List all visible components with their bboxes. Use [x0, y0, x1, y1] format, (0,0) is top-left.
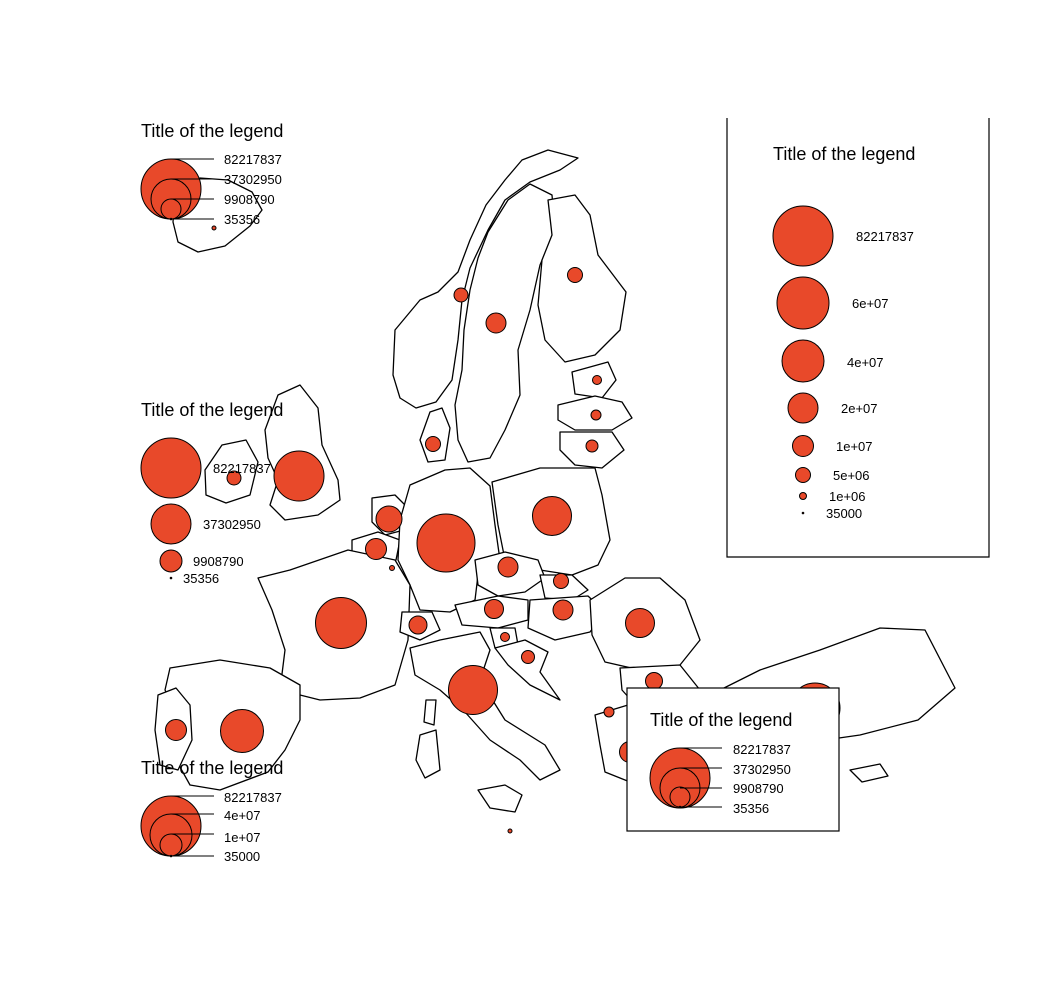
legend-value: 35000 — [224, 849, 260, 864]
bubble-slovakia — [553, 573, 569, 589]
bubble-czechia — [497, 556, 519, 578]
bubble-romania — [625, 608, 655, 638]
legend-title: Title of the legend — [141, 121, 283, 141]
bubble-estonia — [592, 375, 602, 385]
bubble-latvia — [590, 409, 602, 421]
bubble-montenegro — [603, 706, 615, 718]
bubble-france — [315, 597, 367, 649]
legend-circle — [801, 511, 805, 515]
bubble-portugal — [165, 719, 187, 741]
legend-value: 35356 — [224, 212, 260, 227]
bubble-belgium — [365, 538, 387, 560]
bubble-ireland — [226, 470, 242, 486]
legend-title: Title of the legend — [650, 710, 792, 730]
bubble-sweden — [485, 312, 507, 334]
norway-shape — [392, 149, 579, 409]
legend-value: 5e+06 — [833, 468, 870, 483]
legend-circle — [140, 437, 202, 499]
croatia-shape — [494, 639, 561, 701]
legend-top-left: Title of the legend 82217837 37302950 99… — [140, 121, 283, 227]
bubble-poland — [532, 496, 572, 536]
legend-title: Title of the legend — [141, 400, 283, 420]
sicily-shape — [477, 784, 523, 813]
legend-value: 82217837 — [856, 229, 914, 244]
legend-circle — [669, 786, 691, 808]
legend-circle — [159, 833, 183, 857]
legend-circle — [776, 276, 830, 330]
legend-value: 2e+07 — [841, 401, 878, 416]
legend-value: 82217837 — [224, 790, 282, 805]
legend-value: 9908790 — [224, 192, 275, 207]
legend-value: 1e+07 — [836, 439, 873, 454]
legend-circle — [799, 492, 807, 500]
legend-value: 35000 — [826, 506, 862, 521]
bubble-uk — [273, 450, 325, 502]
legend-value: 1e+07 — [224, 830, 261, 845]
legend-bottom-right-box: Title of the legend 82217837 37302950 99… — [626, 687, 840, 832]
bubble-finland — [567, 267, 583, 283]
bubble-lithuania — [585, 439, 599, 453]
legend-value: 35356 — [733, 801, 769, 816]
legend-circle — [787, 392, 819, 424]
bubble-iceland — [211, 225, 217, 231]
legend-circle — [169, 576, 173, 580]
legend-value: 4e+07 — [847, 355, 884, 370]
bubble-hungary — [552, 599, 574, 621]
legend-value: 4e+07 — [224, 808, 261, 823]
legend-title: Title of the legend — [141, 758, 283, 778]
bubble-denmark — [425, 436, 441, 452]
legend-value: 6e+07 — [852, 296, 889, 311]
legend-value: 9908790 — [193, 554, 244, 569]
bubble-luxembourg — [389, 565, 395, 571]
legend-right-box: Title of the legend 82217837 6e+07 4e+07… — [726, 118, 990, 558]
legend-value: 37302950 — [733, 762, 791, 777]
denmark-shape — [419, 407, 451, 463]
legend-value: 82217837 — [213, 461, 271, 476]
legend-value: 37302950 — [203, 517, 261, 532]
bubble-germany — [416, 513, 476, 573]
legend-value: 35356 — [183, 571, 219, 586]
bubble-spain — [220, 709, 264, 753]
sardinia-shape — [415, 729, 441, 779]
bubble-italy — [448, 665, 498, 715]
legend-value: 82217837 — [733, 742, 791, 757]
bubble-malta — [507, 828, 513, 834]
bubble-netherlands — [375, 505, 403, 533]
legend-circle — [150, 503, 192, 545]
bubble-norway — [453, 287, 469, 303]
legend-value: 1e+06 — [829, 489, 866, 504]
legend-title: Title of the legend — [773, 144, 915, 164]
legend-circle — [160, 198, 182, 220]
legend-circle — [792, 435, 814, 457]
legend-value: 37302950 — [224, 172, 282, 187]
legend-value: 82217837 — [224, 152, 282, 167]
legend-circle — [772, 205, 834, 267]
legend-value: 9908790 — [733, 781, 784, 796]
bubble-slovenia — [500, 632, 510, 642]
legend-circle — [795, 467, 811, 483]
legend-circle — [781, 339, 825, 383]
bubble-switzerland — [408, 615, 428, 635]
legend-mid-left: Title of the legend 82217837 37302950 99… — [140, 400, 283, 586]
legend-circle — [159, 549, 183, 573]
bubble-croatia — [521, 650, 535, 664]
bubble-austria — [484, 599, 504, 619]
bubble-bulgaria — [645, 672, 663, 690]
corsica-shape — [423, 699, 437, 726]
legend-bottom-left: Title of the legend 82217837 4e+07 1e+07… — [140, 758, 283, 864]
cyprus-shape — [849, 763, 889, 783]
